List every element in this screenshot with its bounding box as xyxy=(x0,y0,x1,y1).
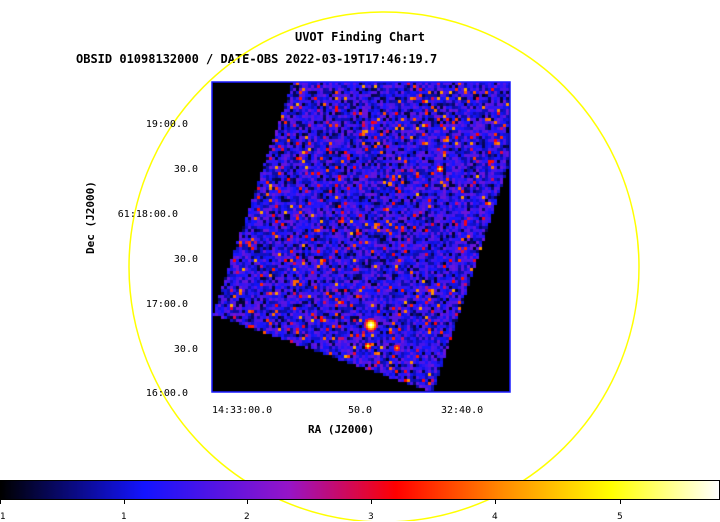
x-tick-label: 14:33:00.0 xyxy=(212,405,273,416)
y-axis-title: Dec (J2000) xyxy=(84,181,97,254)
colorbar-tick-mark xyxy=(124,500,125,504)
colorbar-tick-mark xyxy=(620,500,621,504)
y-tick-label: 61:18:00.0 xyxy=(117,209,178,220)
colorbar-tick-mark xyxy=(247,500,248,504)
colorbar-tick-label: 2 xyxy=(244,512,250,522)
colorbar-tick-label: 1 xyxy=(121,512,127,522)
chart-title: UVOT Finding Chart xyxy=(294,30,426,44)
y-tick-label: 30.0 xyxy=(173,344,198,355)
y-tick-label: 16:00.0 xyxy=(145,388,188,399)
x-axis-title: RA (J2000) xyxy=(308,423,375,436)
colorbar-tick-mark xyxy=(371,500,372,504)
x-tick-label: 50.0 xyxy=(348,405,373,416)
chart-subtitle: OBSID 01098132000 / DATE-OBS 2022-03-19T… xyxy=(76,52,438,66)
colorbar-tick-mark xyxy=(0,500,1,504)
colorbar-tick-label: 3 xyxy=(368,512,374,522)
y-tick-label: 19:00.0 xyxy=(145,119,188,130)
y-tick-label: 30.0 xyxy=(173,254,198,265)
colorbar-tick-label: 4 xyxy=(492,512,498,522)
y-tick-label: 17:00.0 xyxy=(145,299,188,310)
colorbar-tick-label: 1 xyxy=(0,512,6,522)
colorbar xyxy=(0,480,720,500)
colorbar-tick-label: 5 xyxy=(617,512,623,522)
x-tick-label: 32:40.0 xyxy=(441,405,484,416)
uvot-image xyxy=(212,82,510,392)
colorbar-tick-mark xyxy=(495,500,496,504)
y-tick-label: 30.0 xyxy=(173,164,198,175)
